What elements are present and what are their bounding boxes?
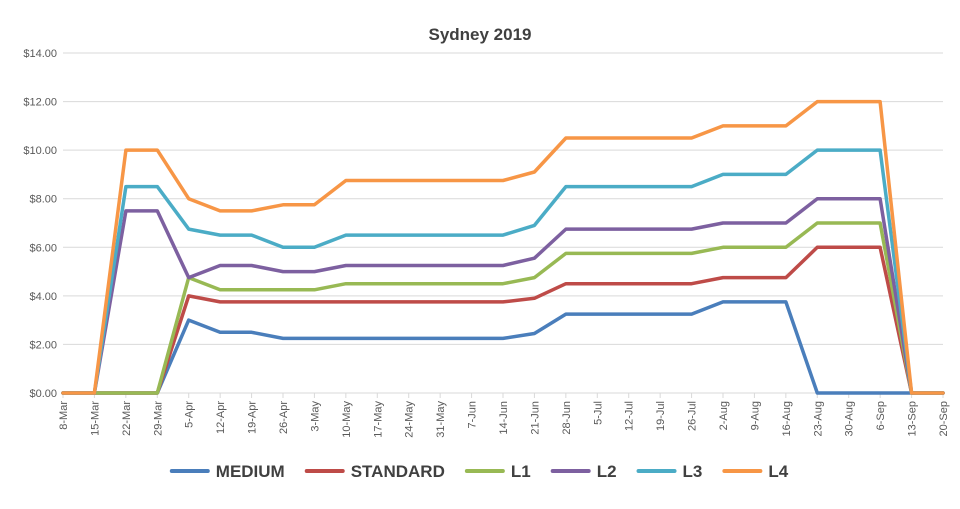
x-tick-label: 30-Aug (844, 401, 856, 436)
y-tick-label: $0.00 (29, 388, 57, 400)
x-tick-label: 29-Mar (152, 401, 164, 436)
x-tick-label: 16-Aug (781, 401, 793, 436)
y-tick-label: $12.00 (23, 97, 57, 109)
x-tick-label: 26-Jul (687, 401, 699, 431)
x-axis-ticks: 8-Mar 15-Mar 22-Mar 29-Mar 5-Apr 12-Apr 19-Apr… (58, 392, 950, 438)
series-line-l4 (61, 99, 945, 395)
y-tick-label: $10.00 (23, 145, 57, 157)
x-tick-label: 17-May (372, 401, 384, 438)
x-tick-label: 13-Sep (907, 401, 919, 436)
y-axis-ticks: $0.00 $2.00 $4.00 $6.00 $8.00 $10.00 $12.00 $14… (23, 48, 57, 400)
x-tick-label: 26-Apr (278, 401, 290, 434)
legend-label: MEDIUM (216, 462, 285, 481)
x-tick-label: 7-Jun (467, 401, 479, 429)
x-tick-label: 6-Sep (875, 401, 887, 430)
series-line-l2 (61, 196, 945, 395)
x-tick-label: 15-Mar (89, 401, 101, 436)
x-tick-label: 5-Apr (184, 401, 196, 428)
legend-label: L3 (683, 462, 703, 481)
y-tick-label: $4.00 (29, 291, 57, 303)
x-tick-label: 22-Mar (121, 401, 133, 436)
x-tick-label: 3-May (309, 401, 321, 432)
legend-label: L2 (597, 462, 617, 481)
x-tick-label: 31-May (435, 401, 447, 438)
legend-label: STANDARD (351, 462, 445, 481)
x-tick-label: 19-Jul (655, 401, 667, 431)
x-tick-label: 10-May (341, 401, 353, 438)
x-tick-label: 21-Jun (529, 401, 541, 435)
x-tick-label: 12-Apr (215, 401, 227, 434)
series-line-medium (61, 300, 945, 395)
legend: MEDIUM STANDARD L1 L2 L3 L4 (169, 462, 789, 481)
series-lines (61, 99, 945, 395)
x-tick-label: 8-Mar (58, 401, 70, 430)
y-tick-label: $6.00 (29, 242, 57, 254)
series-line-l3 (61, 148, 945, 395)
x-tick-label: 24-May (404, 401, 416, 438)
series-line-l1 (61, 221, 945, 395)
x-tick-label: 23-Aug (812, 401, 824, 436)
x-tick-label: 28-Jun (561, 401, 573, 435)
legend-label: L1 (511, 462, 531, 481)
y-tick-label: $8.00 (29, 194, 57, 206)
grid-lines (63, 52, 943, 394)
x-tick-label: 2-Aug (718, 401, 730, 430)
x-tick-label: 20-Sep (938, 401, 950, 436)
y-tick-label: $14.00 (23, 48, 57, 60)
chart-title: Sydney 2019 (428, 25, 531, 44)
legend-label: L4 (768, 462, 788, 481)
series-line-standard (61, 245, 945, 395)
x-tick-label: 5-Jul (592, 401, 604, 425)
x-tick-label: 14-Jun (498, 401, 510, 435)
x-tick-label: 12-Jul (624, 401, 636, 431)
x-tick-label: 19-Apr (247, 401, 259, 434)
y-tick-label: $2.00 (29, 339, 57, 351)
x-tick-label: 9-Aug (749, 401, 761, 430)
